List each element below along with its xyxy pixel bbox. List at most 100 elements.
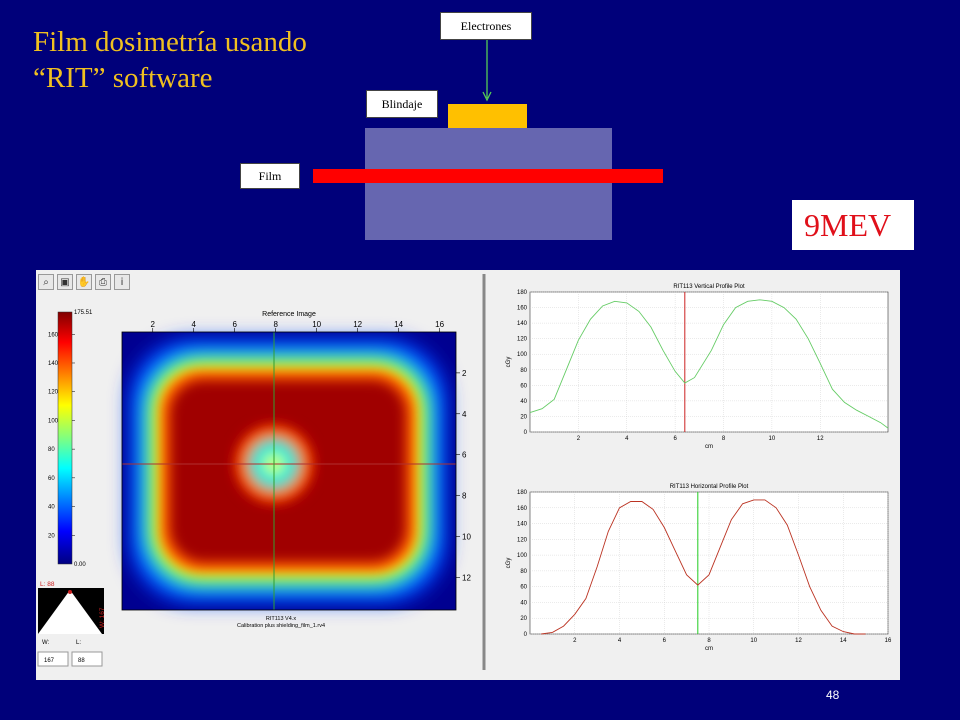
w-field[interactable] xyxy=(37,651,69,667)
energy-badge: 9MEV xyxy=(792,200,914,250)
x-tick-label: 6 xyxy=(673,436,677,442)
page-number: 48 xyxy=(826,688,840,702)
y-tick-label: 180 xyxy=(517,490,528,496)
reference-y-ticks: 2 4 6 8 10 12 xyxy=(456,369,471,582)
reference-x-tick-label: 4 xyxy=(191,320,196,329)
w-field-value: 167 xyxy=(44,658,55,664)
y-axis-label: cGy xyxy=(506,558,512,569)
y-tick-label: 140 xyxy=(517,321,528,327)
l-field[interactable] xyxy=(71,651,103,667)
colorbar-tick-label: 120 xyxy=(48,390,59,396)
y-tick-label: 120 xyxy=(517,537,528,543)
x-axis-label: cm xyxy=(705,646,713,652)
x-tick-label: 8 xyxy=(722,436,726,442)
y-tick-label: 0 xyxy=(524,430,528,436)
window-level-widget[interactable] xyxy=(38,588,104,634)
phantom-block xyxy=(365,128,612,240)
y-tick-label: 100 xyxy=(517,553,528,559)
reference-image-title: Reference Image xyxy=(262,311,316,318)
reference-x-ticks: 2 4 6 8 10 12 14 16 xyxy=(151,320,445,332)
x-tick-label: 8 xyxy=(707,638,711,644)
y-tick-label: 60 xyxy=(520,383,527,389)
x-tick-label: 12 xyxy=(795,638,802,644)
reference-x-tick-label: 10 xyxy=(312,320,321,329)
film-bar xyxy=(313,169,663,183)
reference-footer-1: RIT113 V4.x xyxy=(266,616,296,622)
width-label: W: 167 xyxy=(99,607,106,628)
reference-x-tick-label: 12 xyxy=(353,320,362,329)
reference-y-tick-label: 6 xyxy=(462,451,467,460)
print-icon[interactable]: ⎙ xyxy=(95,274,111,290)
reference-x-tick-label: 2 xyxy=(151,320,156,329)
colorbar-tick-label: 140 xyxy=(48,361,59,367)
y-tick-label: 80 xyxy=(520,368,527,374)
reference-y-tick-label: 4 xyxy=(462,410,467,419)
l-field-label: L: xyxy=(76,640,81,646)
colorbar-max: 175.51 xyxy=(74,310,93,316)
label-blindaje: Blindaje xyxy=(366,90,438,118)
x-axis-label: cm xyxy=(705,444,713,450)
x-tick-label: 10 xyxy=(769,436,776,442)
label-electrones: Electrones xyxy=(440,12,532,40)
x-tick-label: 4 xyxy=(625,436,629,442)
x-tick-label: 6 xyxy=(663,638,667,644)
label-film: Film xyxy=(240,163,300,189)
y-tick-label: 40 xyxy=(520,600,527,606)
y-tick-label: 120 xyxy=(517,337,528,343)
y-tick-label: 40 xyxy=(520,399,527,405)
colorbar-tick-label: 20 xyxy=(48,533,55,539)
info-icon[interactable]: i xyxy=(114,274,130,290)
reference-x-tick-label: 16 xyxy=(435,320,444,329)
slide-title: Film dosimetría usando “RIT” software xyxy=(33,24,307,96)
y-tick-label: 0 xyxy=(524,632,528,638)
colorbar-tick-label: 40 xyxy=(48,505,55,511)
hand-icon[interactable]: ✋ xyxy=(76,274,92,290)
y-tick-label: 160 xyxy=(517,306,528,312)
w-field-label: W: xyxy=(42,640,50,646)
y-tick-label: 20 xyxy=(520,616,527,622)
x-tick-label: 2 xyxy=(573,638,577,644)
colorbar xyxy=(57,311,73,565)
x-tick-label: 2 xyxy=(577,436,581,442)
reference-footer-2: Calibration plus shielding_film_1.rv4 xyxy=(237,623,325,629)
shield-block xyxy=(448,104,527,128)
x-tick-label: 12 xyxy=(817,436,824,442)
y-tick-label: 60 xyxy=(520,585,527,591)
colorbar-tick-label: 60 xyxy=(48,476,55,482)
reference-x-tick-label: 14 xyxy=(394,320,403,329)
x-tick-label: 4 xyxy=(618,638,622,644)
reference-x-tick-label: 8 xyxy=(273,320,278,329)
horizontal-profile-plot: RIT113 Horizontal Profile Plot 0 20 40 60 80 1… xyxy=(506,484,892,652)
x-tick-label: 10 xyxy=(750,638,757,644)
slide-title-line2: “RIT” software xyxy=(33,62,213,94)
colorbar-min: 0.00 xyxy=(74,562,86,568)
reference-image xyxy=(121,331,457,611)
plot-title: RIT113 Vertical Profile Plot xyxy=(673,284,745,290)
reference-x-tick-label: 6 xyxy=(232,320,237,329)
zoom-icon[interactable]: ⌕ xyxy=(38,274,54,290)
y-tick-label: 80 xyxy=(520,569,527,575)
y-axis-label: cGy xyxy=(506,357,512,368)
y-tick-label: 20 xyxy=(520,414,527,420)
reference-y-tick-label: 2 xyxy=(462,369,467,378)
reference-y-tick-label: 8 xyxy=(462,492,467,501)
l-field-value: 88 xyxy=(78,658,85,664)
colorbar-tick-label: 80 xyxy=(48,447,55,453)
plot-title: RIT113 Horizontal Profile Plot xyxy=(670,484,749,490)
plot-area xyxy=(529,291,889,433)
slide-title-line1: Film dosimetría usando xyxy=(33,26,307,58)
vertical-profile-plot: RIT113 Vertical Profile Plot 0 20 40 60 80 100… xyxy=(506,284,889,450)
reference-y-tick-label: 12 xyxy=(462,573,471,582)
profile-line xyxy=(529,299,889,429)
y-tick-label: 160 xyxy=(517,506,528,512)
colorbar-tick-label: 100 xyxy=(48,418,59,424)
level-label: L: 88 xyxy=(40,581,55,588)
rit-screenshot: ⌕ ▣ ✋ ⎙ i xyxy=(36,270,900,680)
y-tick-label: 100 xyxy=(517,352,528,358)
reference-y-tick-label: 10 xyxy=(462,532,471,541)
y-tick-label: 140 xyxy=(517,522,528,528)
save-icon[interactable]: ▣ xyxy=(57,274,73,290)
rit-toolbar: ⌕ ▣ ✋ ⎙ i xyxy=(38,274,130,292)
electron-arrow xyxy=(482,40,492,102)
